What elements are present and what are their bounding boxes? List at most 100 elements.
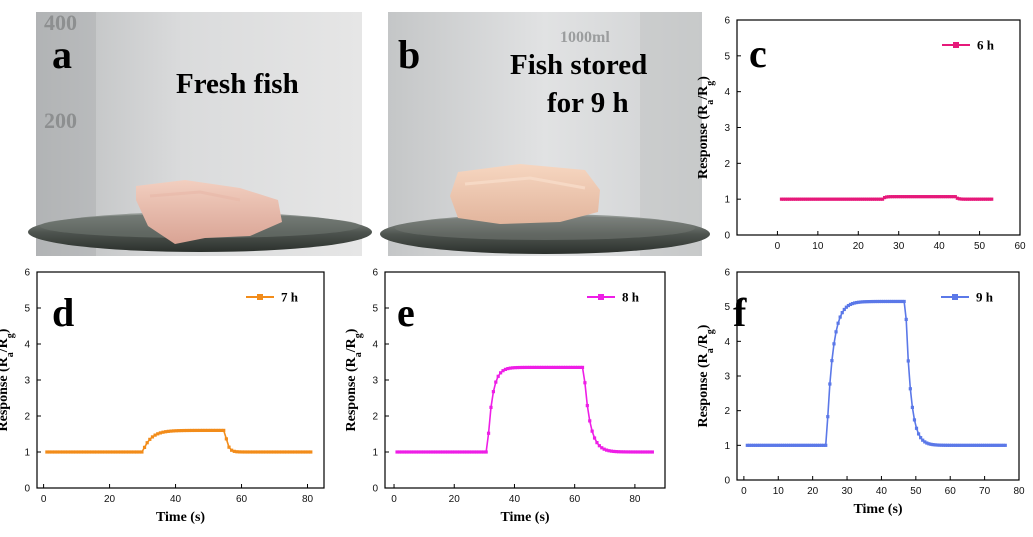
data-point (612, 449, 616, 454)
data-point (470, 450, 474, 454)
data-point (914, 426, 919, 430)
data-point (547, 365, 551, 370)
data-point (866, 197, 870, 201)
data-point (145, 441, 149, 445)
x-tick-label: 80 (629, 494, 641, 505)
y-axis-title-main: Response (R (696, 104, 711, 179)
data-point (820, 197, 824, 201)
data-point (747, 443, 751, 447)
x-tick-label: 20 (104, 494, 116, 505)
data-point (129, 450, 133, 454)
y-axis-title: Response (Ra/Rg) (344, 328, 364, 431)
data-point (619, 450, 623, 454)
legend-label: 7 h (281, 290, 299, 305)
y-axis-title-main: Response (R (344, 356, 359, 431)
data-point (925, 441, 929, 445)
data-point (983, 443, 987, 447)
data-point (852, 197, 856, 201)
data-point (935, 195, 939, 199)
data-point (549, 365, 553, 370)
data-point (830, 359, 834, 363)
series-line (46, 429, 311, 453)
data-point (856, 197, 860, 201)
data-point (414, 450, 418, 454)
data-point (828, 382, 832, 386)
x-tick-label: 20 (449, 494, 461, 505)
data-point (949, 443, 954, 447)
data-point (203, 428, 207, 433)
data-point (588, 419, 592, 423)
data-point (965, 197, 970, 201)
data-point (100, 450, 104, 454)
data-point (919, 436, 923, 440)
data-point (758, 443, 762, 447)
data-point (895, 195, 899, 199)
data-point (968, 443, 972, 447)
data-point (621, 450, 626, 454)
panel-letter: f (733, 290, 747, 335)
y-tick-label: 0 (24, 484, 30, 495)
data-point (412, 450, 416, 454)
data-point (830, 197, 834, 201)
data-point (501, 369, 505, 373)
data-point (764, 443, 768, 447)
data-point (400, 450, 404, 454)
data-point (282, 450, 287, 454)
data-point (898, 299, 902, 304)
data-point (783, 197, 788, 201)
data-point (108, 450, 112, 454)
y-tick-label: 6 (24, 268, 30, 279)
data-point (224, 437, 228, 441)
x-tick-label: 10 (773, 486, 785, 497)
y-tick-label: 6 (724, 16, 730, 27)
data-point (955, 196, 959, 200)
y-tick-label: 3 (24, 376, 30, 387)
data-point (539, 365, 544, 370)
series-markers (745, 299, 1007, 447)
data-point (597, 444, 601, 448)
y-axis-title-sub-g: g (705, 81, 716, 86)
data-point (511, 366, 515, 370)
data-point (76, 450, 81, 454)
data-point (985, 443, 989, 447)
legend-label: 9 h (976, 290, 994, 305)
data-point (880, 197, 885, 201)
data-point (760, 443, 764, 447)
data-point (803, 443, 807, 447)
data-point (156, 432, 160, 436)
data-point (905, 195, 909, 199)
y-tick-label: 5 (724, 51, 730, 62)
data-point (600, 446, 604, 450)
data-point (288, 450, 292, 454)
data-point (441, 450, 445, 454)
data-point (458, 450, 462, 454)
data-point (518, 365, 522, 370)
data-point (762, 443, 766, 447)
x-tick-label: 60 (945, 486, 957, 497)
y-tick-label: 1 (724, 441, 730, 452)
data-point (824, 197, 828, 201)
data-point (815, 443, 820, 447)
data-point (921, 438, 925, 442)
data-point (443, 450, 447, 454)
data-point (875, 299, 879, 304)
data-point (602, 447, 606, 451)
y-axis-title-sub-a: a (353, 352, 364, 357)
x-tick-label: 60 (569, 494, 581, 505)
data-point (842, 307, 846, 312)
data-point (927, 442, 931, 446)
data-point (421, 450, 426, 454)
data-point (74, 450, 78, 454)
data-point (814, 197, 818, 201)
data-point (812, 197, 816, 201)
photo-fresh-fish: 400 200 a Fresh fish (28, 10, 372, 256)
y-tick-label: 1 (372, 448, 378, 459)
data-point (633, 450, 638, 454)
data-point (889, 195, 893, 199)
data-point (919, 195, 923, 199)
y-tick-label: 1 (724, 195, 730, 206)
data-point (832, 197, 836, 201)
data-point (756, 443, 760, 447)
y-axis-title-sub-a: a (5, 352, 16, 357)
